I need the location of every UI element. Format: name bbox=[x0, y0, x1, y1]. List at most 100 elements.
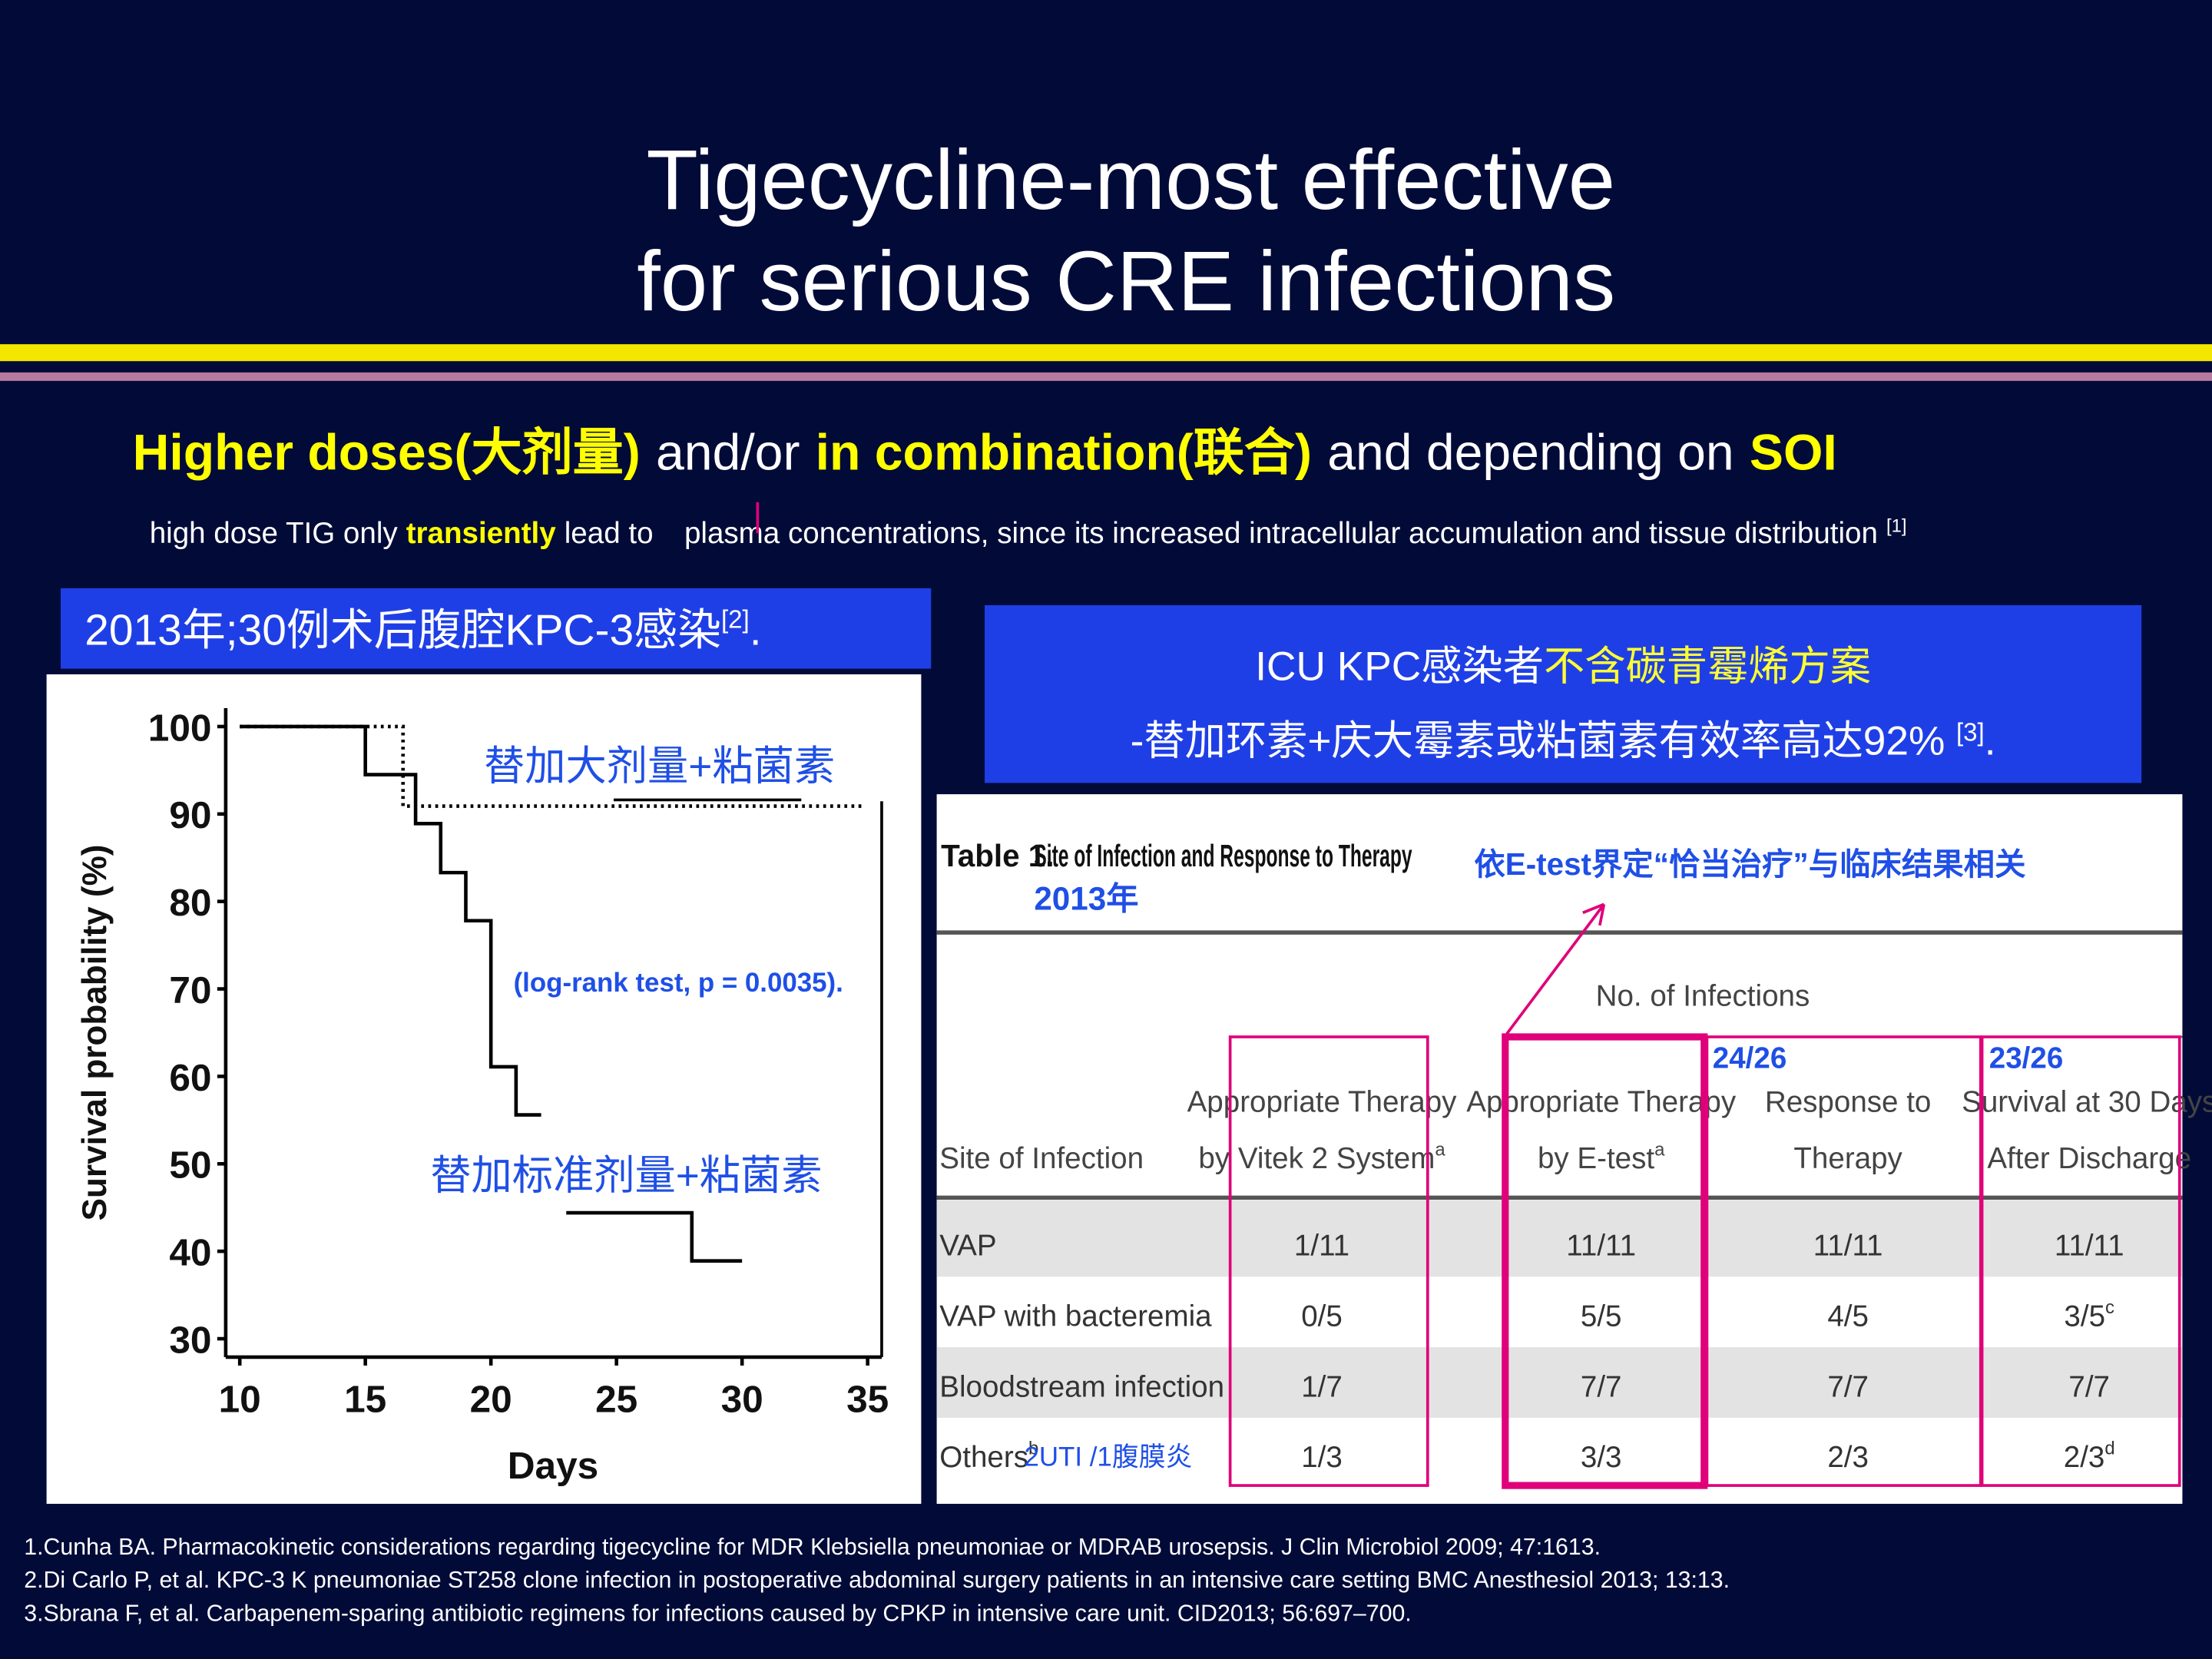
table-cell: 7/7 bbox=[1581, 1370, 1622, 1403]
table-cell: 11/11 bbox=[1566, 1230, 1636, 1263]
column-header: Response to bbox=[1765, 1085, 1932, 1118]
column-header: by Vitek 2 Systema bbox=[1198, 1139, 1445, 1175]
row-label-text: Others bbox=[939, 1441, 1028, 1474]
reference: 3.Sbrana F, et al. Carbapenem-sparing an… bbox=[24, 1601, 1412, 1626]
column-header-text: Site of Infection bbox=[939, 1142, 1144, 1175]
left-box-part: [2] bbox=[721, 605, 750, 634]
x-tick-label: 15 bbox=[344, 1378, 386, 1421]
right-box-part: [3] bbox=[1956, 718, 1985, 747]
highlight-box bbox=[1705, 1035, 1982, 1487]
x-tick-label: 25 bbox=[595, 1378, 637, 1421]
row-label: VAP with bacteremia bbox=[939, 1300, 1212, 1333]
row-label: Othersb bbox=[939, 1439, 1038, 1475]
column-header-text: Appropriate Therapy bbox=[1187, 1085, 1458, 1118]
x-axis-label: Days bbox=[508, 1444, 599, 1487]
right-box-part: ICU KPC感染者 bbox=[1255, 644, 1544, 689]
row-band bbox=[936, 1347, 2183, 1418]
y-tick-label: 90 bbox=[169, 793, 211, 836]
column-header-text: Survival at 30 Days bbox=[1962, 1085, 2212, 1118]
superscript: a bbox=[1654, 1139, 1665, 1160]
column-header: After Discharge bbox=[1987, 1142, 2191, 1175]
x-tick-label: 35 bbox=[846, 1378, 889, 1421]
column-header-text: Response to bbox=[1765, 1085, 1932, 1118]
y-tick-label: 30 bbox=[169, 1318, 211, 1361]
column-header-text: by E-test bbox=[1538, 1142, 1654, 1175]
y-tick-label: 100 bbox=[148, 706, 212, 749]
left-box bbox=[60, 588, 932, 669]
right-box-line: -替加环素+庆大霉素或粘菌素有效率高达92% [3]. bbox=[1131, 718, 1996, 763]
title-line: Tigecycline-most effective bbox=[647, 133, 1616, 227]
right-box bbox=[985, 604, 2142, 783]
survival-curve bbox=[240, 724, 863, 808]
x-tick-label: 20 bbox=[470, 1378, 512, 1421]
table-cell-text: 2/3 bbox=[2064, 1441, 2105, 1474]
others-note: 2UTI /1腹膜炎 bbox=[1024, 1442, 1192, 1472]
superscript: d bbox=[2104, 1439, 2114, 1459]
arrow bbox=[1505, 902, 1606, 1035]
subline-part: [1] bbox=[1886, 515, 1907, 536]
table-caption: Table 1. bbox=[941, 838, 1054, 873]
reference: 1.Cunha BA. Pharmacokinetic consideratio… bbox=[24, 1535, 1601, 1560]
table-cell: 1/11 bbox=[1294, 1230, 1349, 1263]
table-cell: 4/5 bbox=[1827, 1300, 1869, 1333]
table-cell-text: 3/5 bbox=[2064, 1300, 2105, 1333]
column-header: Site of Infection bbox=[939, 1142, 1144, 1175]
headline-part: Higher doses(大剂量) bbox=[133, 425, 641, 482]
x-tick-label: 10 bbox=[219, 1378, 261, 1421]
row-label: VAP bbox=[939, 1230, 996, 1263]
headline-part: and depending on bbox=[1327, 425, 1734, 482]
headline-part: and/or bbox=[656, 425, 800, 482]
chart-panel bbox=[46, 674, 922, 1504]
row-label: Bloodstream infection bbox=[939, 1370, 1224, 1403]
y-axis-label: Survival probability (%) bbox=[76, 845, 114, 1221]
headline-part: in combination(联合) bbox=[816, 425, 1312, 482]
column-header: Appropriate Therapy bbox=[1187, 1085, 1458, 1118]
table-cell: 2/3d bbox=[2064, 1439, 2115, 1475]
left-box-part: . bbox=[750, 605, 762, 654]
superscript: b bbox=[1028, 1439, 1038, 1459]
series-label: 替加标准剂量+粘菌素 bbox=[430, 1153, 822, 1198]
subline: high dose TIG only transiently lead to plas… bbox=[150, 515, 1907, 550]
subline-part: lead to bbox=[565, 517, 654, 550]
pink-rule bbox=[0, 372, 2212, 381]
table-cell: 3/3 bbox=[1581, 1441, 1622, 1474]
table-cell: 1/3 bbox=[1301, 1441, 1343, 1474]
reference: 2.Di Carlo P, et al. KPC-3 K pneumoniae … bbox=[24, 1568, 1730, 1593]
table-cell: 11/11 bbox=[2055, 1230, 2124, 1263]
highlight-box bbox=[1980, 1035, 2181, 1487]
y-tick-label: 60 bbox=[169, 1056, 211, 1099]
superscript: a bbox=[1435, 1139, 1445, 1160]
headline: Higher doses(大剂量) and/or in combination(联合… bbox=[133, 425, 1837, 482]
right-box-part: . bbox=[1985, 719, 1996, 764]
table-cell: 3/5c bbox=[2064, 1297, 2114, 1333]
column-header-text: Appropriate Therapy bbox=[1466, 1085, 1737, 1118]
left-box-part: 2013年;30例术后腹腔KPC-3感染 bbox=[84, 605, 721, 654]
subline-part: plasma concentrations, since its increas… bbox=[684, 517, 1878, 550]
group-header: No. of Infections bbox=[1596, 980, 1810, 1013]
y-tick-label: 40 bbox=[169, 1231, 211, 1274]
survival-curve bbox=[240, 724, 743, 1263]
highlight-box bbox=[1228, 1035, 1429, 1487]
total: 23/26 bbox=[1989, 1041, 2064, 1075]
table-cell: 11/11 bbox=[1813, 1230, 1883, 1263]
column-header-text: Therapy bbox=[1793, 1142, 1902, 1175]
table-year: 2013年 bbox=[1034, 881, 1138, 917]
subline-part: transiently bbox=[406, 517, 557, 550]
x-tick-label: 30 bbox=[721, 1378, 763, 1421]
annotation: (log-rank test, p = 0.0035). bbox=[514, 968, 843, 998]
column-header: Appropriate Therapy bbox=[1466, 1085, 1737, 1118]
table-title: Site of Infection and Response to Therap… bbox=[1034, 838, 1412, 873]
column-header: Therapy bbox=[1793, 1142, 1902, 1175]
table: Table 1.Site of Infection and Response t… bbox=[936, 838, 2212, 1489]
chart: 30 40 50 60 70 80 90 100 10 15 20 25 30 35 Days Surviva… bbox=[76, 706, 889, 1487]
left-box-text: 2013年;30例术后腹腔KPC-3感染[2]. bbox=[84, 605, 761, 654]
table-cell: 0/5 bbox=[1301, 1300, 1343, 1333]
column-header: Survival at 30 Days bbox=[1962, 1085, 2212, 1118]
series-label: 替加大剂量+粘菌素 bbox=[484, 744, 835, 790]
superscript: c bbox=[2105, 1297, 2114, 1318]
y-tick-label: 80 bbox=[169, 881, 211, 924]
headline-part: SOI bbox=[1750, 425, 1837, 482]
table-cell: 5/5 bbox=[1581, 1300, 1622, 1333]
